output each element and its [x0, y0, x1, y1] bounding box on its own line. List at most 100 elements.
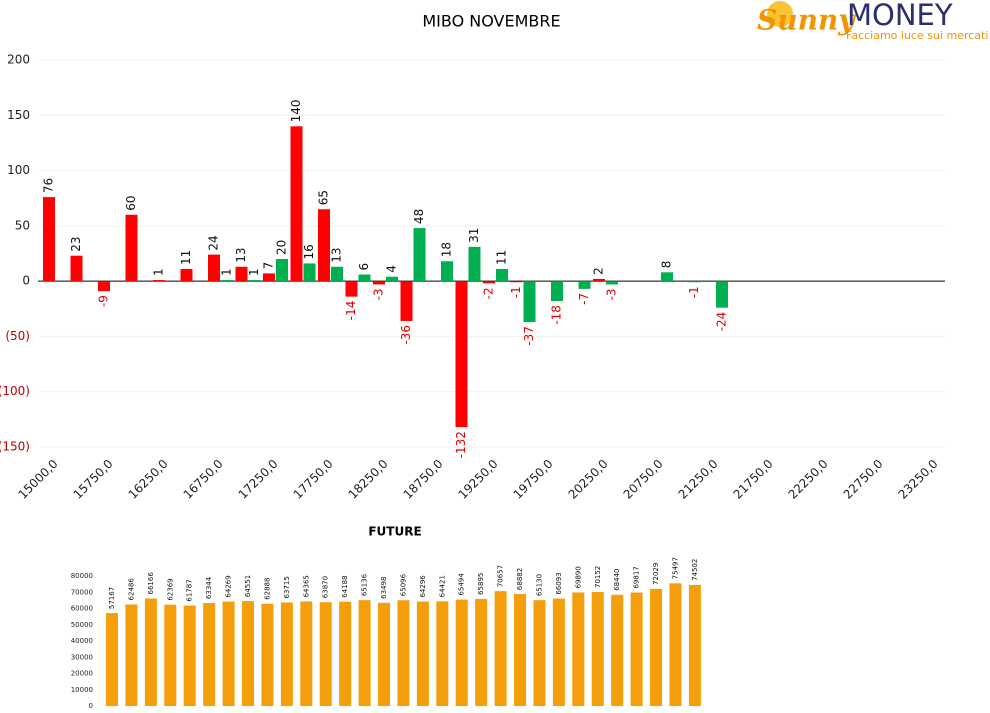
data-label: -132: [454, 431, 468, 458]
x-tick-label: 15750,0: [71, 457, 116, 502]
bar: [300, 601, 313, 706]
bar: [43, 197, 55, 282]
data-label: 66166: [147, 572, 155, 595]
bar: [572, 592, 585, 706]
data-label: 4: [385, 265, 399, 273]
bar: [261, 603, 274, 706]
data-label: 65895: [477, 573, 485, 595]
data-label: -1: [509, 286, 523, 298]
data-label: -36: [399, 325, 413, 345]
bar: [106, 613, 118, 706]
bar: [331, 266, 343, 282]
x-tick-label: 22750,0: [841, 457, 886, 502]
y-tick-label: 200: [7, 53, 30, 67]
data-label: -18: [550, 305, 564, 325]
bar: [475, 598, 488, 706]
data-label: 75497: [671, 557, 679, 579]
x-tick-label: 20750,0: [621, 457, 666, 502]
data-label: 13: [330, 247, 344, 262]
data-label: 18: [440, 242, 454, 257]
bar: [125, 214, 138, 282]
x-tick-label: 21750,0: [731, 457, 776, 502]
bar: [593, 278, 605, 282]
data-label: 65096: [399, 573, 407, 596]
data-label: 69817: [633, 566, 641, 588]
data-label: 31: [467, 228, 481, 243]
x-tick-label: 17750,0: [291, 457, 336, 502]
x-tick-label: 16250,0: [126, 457, 171, 502]
bar: [378, 602, 391, 706]
chart-title: FUTURE: [368, 525, 421, 539]
data-label: 1: [220, 268, 234, 276]
data-label: 61787: [186, 579, 194, 601]
bar: [319, 602, 332, 706]
bar: [716, 281, 728, 308]
x-tick-label: 21250,0: [676, 457, 721, 502]
x-tick-label: 19750,0: [511, 457, 556, 502]
data-label: -9: [97, 295, 111, 307]
data-label: 8: [660, 261, 674, 269]
bar: [494, 591, 507, 706]
data-label: 13: [234, 247, 248, 262]
y-tick-label: (50): [5, 329, 30, 343]
x-tick-label: 17250,0: [236, 457, 281, 502]
bar: [591, 592, 604, 706]
bar: [523, 281, 536, 323]
bar: [98, 281, 110, 292]
bar: [208, 254, 220, 282]
data-label: -14: [344, 301, 358, 321]
data-label: -3: [605, 288, 619, 300]
data-label: -24: [715, 312, 729, 332]
bar: [373, 281, 385, 285]
bar: [552, 598, 565, 706]
y-tick-label: 40000: [71, 637, 93, 645]
data-label: 1: [247, 268, 261, 276]
bar: [125, 604, 138, 706]
bar: [688, 281, 701, 283]
data-label: 64365: [302, 575, 310, 597]
logo-sun: [767, 1, 793, 27]
data-label: 64421: [438, 575, 446, 597]
logo-tagline: Facciamo luce sui mercati: [846, 29, 988, 42]
bar: [455, 281, 468, 428]
x-tick-label: 22250,0: [786, 457, 831, 502]
data-label: 65494: [458, 573, 466, 596]
bar: [510, 281, 523, 283]
bar: [358, 274, 371, 282]
data-label: 11: [179, 250, 193, 265]
bar: [533, 600, 546, 706]
bar: [386, 276, 398, 282]
bar: [397, 600, 410, 706]
bar: [441, 261, 453, 282]
bar: [436, 601, 449, 706]
bar: [661, 272, 673, 282]
data-label: -37: [522, 326, 536, 346]
bar: [578, 281, 591, 289]
bar: [551, 281, 563, 302]
bar: [303, 263, 316, 282]
bar: [222, 601, 235, 706]
bar: [669, 583, 682, 706]
data-label: 74502: [691, 559, 699, 581]
data-label: 63715: [283, 576, 291, 598]
bar: [455, 599, 468, 706]
data-label: 6: [357, 263, 371, 271]
bar: [144, 598, 157, 706]
logo: Sunny MONEY Facciamo luce sui mercati: [757, 0, 988, 42]
data-label: 48: [412, 209, 426, 224]
x-tick-label: 18250,0: [346, 457, 391, 502]
y-tick-label: 50: [15, 218, 30, 232]
data-label: -1: [687, 286, 701, 298]
bar: [358, 600, 371, 706]
data-label: 62369: [166, 578, 174, 600]
bar: [650, 588, 663, 706]
x-tick-label: 15000,0: [16, 457, 61, 502]
data-label: 1: [152, 268, 166, 276]
data-label: 16: [302, 244, 316, 259]
data-label: 62888: [263, 578, 271, 600]
data-label: 64188: [341, 575, 349, 597]
data-label: 11: [495, 250, 509, 265]
bar: [468, 246, 481, 282]
bar: [70, 255, 83, 282]
data-label: 23: [69, 236, 83, 251]
